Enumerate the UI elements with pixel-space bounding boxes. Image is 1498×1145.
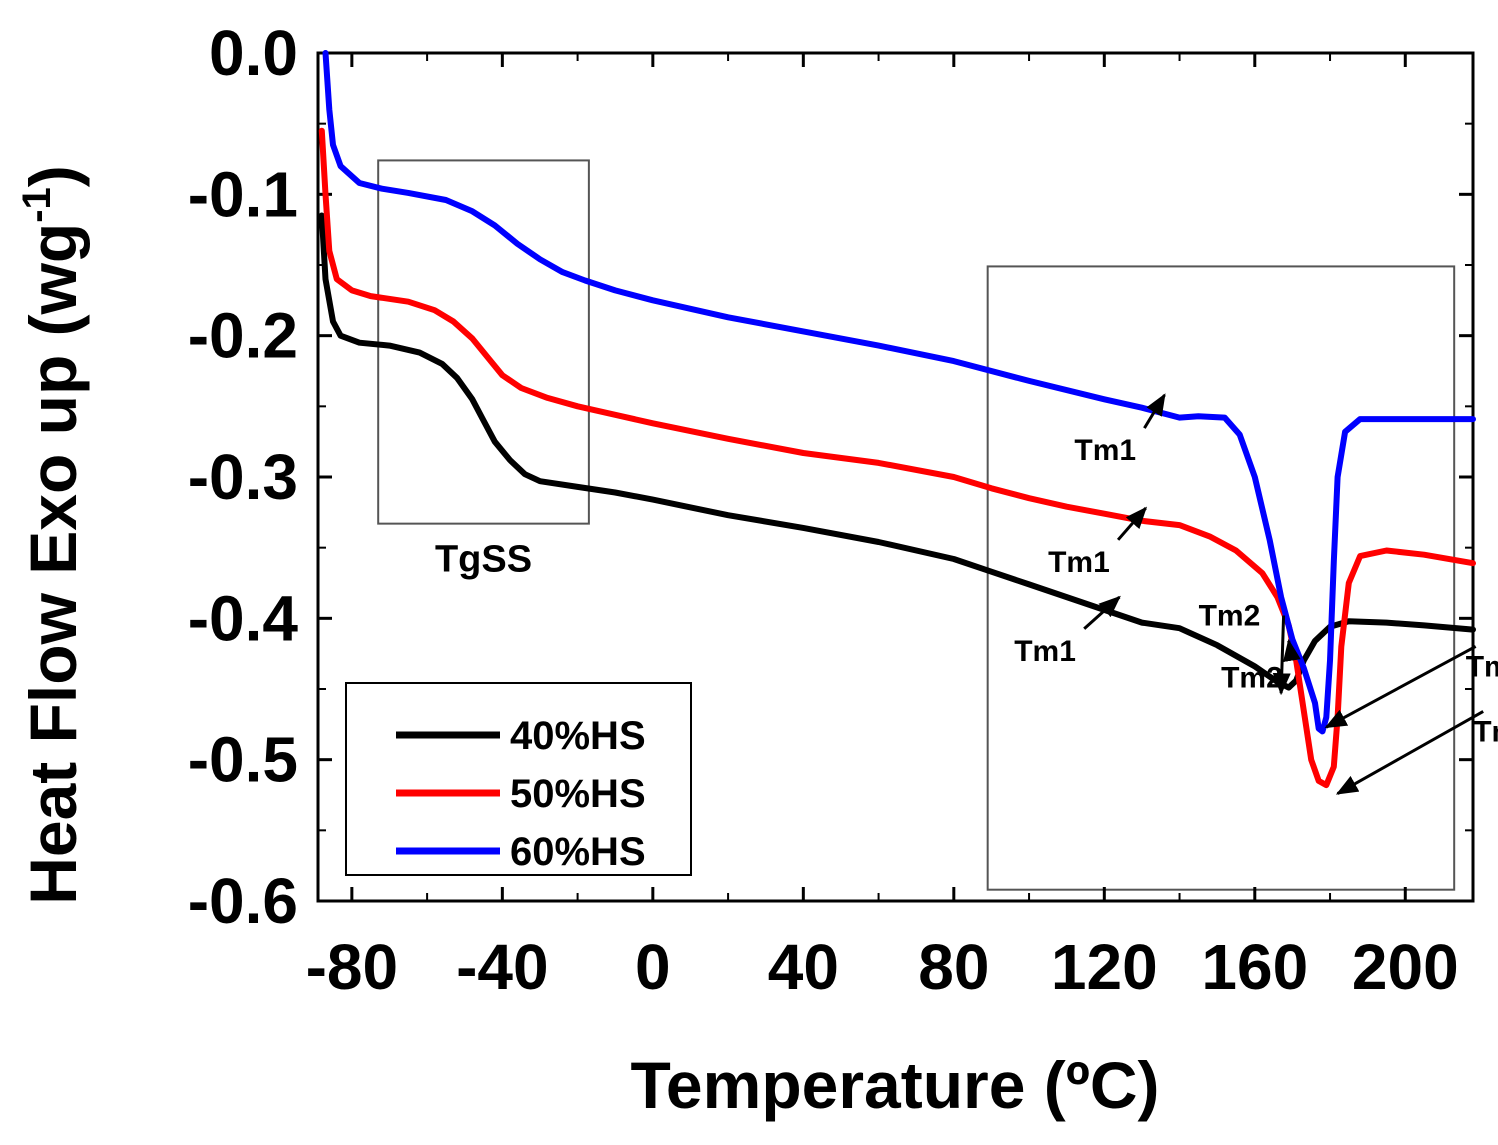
annotation-arrow-4 xyxy=(1272,615,1291,696)
y-tick-label: -0.3 xyxy=(188,441,298,513)
legend-label-40%HS: 40%HS xyxy=(510,714,646,758)
annotation-arrow-6 xyxy=(1335,710,1484,795)
annotation-label-1: Tm1 xyxy=(1048,546,1110,579)
x-axis-title: Temperature (ºC) xyxy=(631,1048,1160,1122)
y-tick-label: -0.2 xyxy=(188,300,298,372)
legend-label-60%HS: 60%HS xyxy=(510,830,646,874)
y-tick-label: -0.4 xyxy=(188,582,299,654)
annotation-label-2: Tm1 xyxy=(1014,635,1076,668)
annotation-arrow-1 xyxy=(1116,506,1148,541)
legend: 40%HS 50%HS 60%HS xyxy=(345,682,692,876)
annotation-arrow-5 xyxy=(1324,645,1477,729)
x-tick-label: 40 xyxy=(768,931,839,1003)
y-axis-title-main: Heat Flow Exo up (wg xyxy=(16,223,90,905)
x-tick-label: 0 xyxy=(635,931,671,1003)
x-tick-label: 160 xyxy=(1201,931,1308,1003)
y-tick-label: 0.0 xyxy=(209,17,298,89)
y-tick-label: -0.1 xyxy=(188,158,298,230)
x-tick-label: 80 xyxy=(918,931,989,1003)
annotation-label-0: Tm1 xyxy=(1074,434,1136,467)
y-axis-title-superscript: -1 xyxy=(15,187,59,223)
annotation-label-6: Tm3 xyxy=(1473,715,1498,748)
annotation-arrow-3 xyxy=(1283,638,1301,663)
legend-box xyxy=(345,682,692,876)
region-label-0: TgSS xyxy=(435,539,532,581)
y-axis-title-close: ) xyxy=(16,165,90,187)
x-tick-label: 200 xyxy=(1352,931,1459,1003)
annotation-arrow-0 xyxy=(1143,393,1166,429)
annotation-label-3: Tm2 xyxy=(1221,662,1283,695)
x-tick-label: -80 xyxy=(306,931,399,1003)
y-tick-label: -0.5 xyxy=(188,724,298,796)
annotation-label-4: Tm2 xyxy=(1199,600,1261,633)
series-line-50%HS xyxy=(318,127,1476,789)
axis-ticks: -80 -40 0 40 80 120 160 200 0.0 -0.1 -0.2 -0.3 -0.4 -… xyxy=(188,17,1473,1003)
legend-label-50%HS: 50%HS xyxy=(510,772,646,816)
x-tick-label: -40 xyxy=(456,931,549,1003)
annotation-label-5: Tm3 xyxy=(1466,650,1498,683)
y-axis-title: Heat Flow Exo up (wg-1) xyxy=(15,165,90,905)
annotation-arrow-2 xyxy=(1083,595,1121,630)
peak-annotations: Tm1 Tm1 Tm1 Tm2 Tm2 Tm3 Tm3 xyxy=(1014,393,1498,795)
region-box-1 xyxy=(986,265,1456,891)
x-tick-label: 120 xyxy=(1051,931,1158,1003)
y-tick-label: -0.6 xyxy=(188,865,298,937)
